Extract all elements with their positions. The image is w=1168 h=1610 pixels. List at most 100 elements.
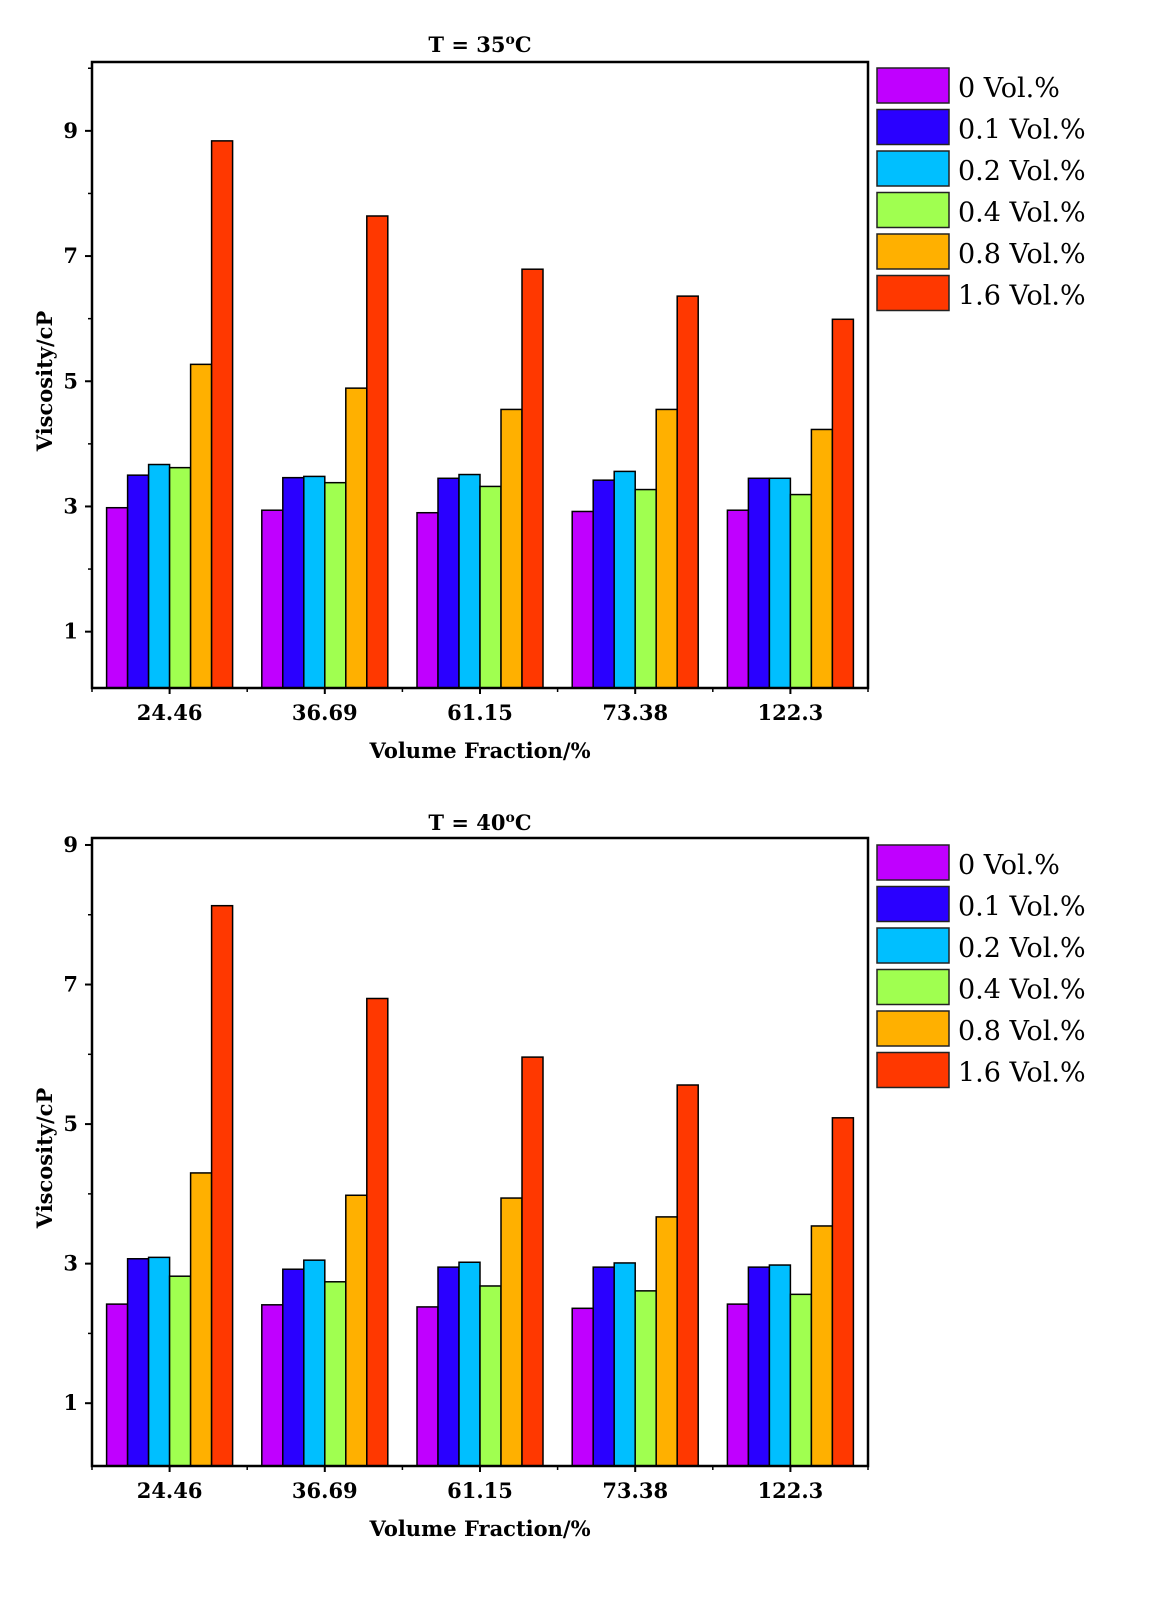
- bar-0-1-vol-122-3: [747, 1266, 771, 1467]
- plot-frame: [90, 60, 870, 690]
- bar-0-1-vol-36-69: [282, 1268, 305, 1467]
- legend-swatch: [876, 108, 950, 146]
- bar-0-vol-36-69: [261, 509, 284, 689]
- legend-swatch: [876, 885, 950, 923]
- y-tick-label: 7: [63, 243, 78, 268]
- bar-0-vol-61-15: [416, 511, 439, 689]
- bar-0-1-vol-73-38: [592, 479, 615, 689]
- chart-title: T = 40oC: [428, 810, 531, 835]
- bar-1-6-vol-73-38: [676, 295, 699, 689]
- bar-1-6-vol-61-15: [521, 268, 544, 689]
- y-tick-label: 3: [63, 1251, 78, 1276]
- bar-0-vol-122-3: [726, 1303, 750, 1467]
- x-tick-label: 24.46: [137, 700, 203, 725]
- bar-0-2-vol-36-69: [303, 475, 326, 689]
- bar-0-4-vol-24-46: [168, 466, 192, 689]
- bar-0-vol-122-3: [726, 509, 750, 689]
- bar-0-4-vol-24-46: [168, 1275, 192, 1467]
- bar-0-4-vol-61-15: [479, 1285, 502, 1467]
- bar-0-8-vol-24-46: [189, 1172, 213, 1467]
- bar-0-vol-73-38: [571, 510, 594, 689]
- x-tick-label: 122.3: [758, 1478, 824, 1503]
- legend-swatch: [876, 233, 950, 270]
- bar-0-1-vol-122-3: [747, 477, 771, 689]
- bar-0-4-vol-122-3: [789, 493, 813, 689]
- bar-1-6-vol-122-3: [831, 1117, 855, 1467]
- legend-label: 0.1 Vol.%: [958, 115, 1086, 146]
- bar-0-4-vol-73-38: [634, 488, 657, 689]
- bar-0-8-vol-61-15: [500, 408, 523, 689]
- legend-swatch: [876, 67, 950, 104]
- bar-1-6-vol-24-46: [210, 140, 234, 689]
- bar-1-6-vol-61-15: [521, 1056, 544, 1467]
- bar-1-6-vol-36-69: [366, 215, 389, 689]
- bar-0-2-vol-73-38: [613, 470, 636, 689]
- bar-0-2-vol-122-3: [768, 1264, 792, 1467]
- bar-0-8-vol-61-15: [500, 1197, 523, 1467]
- bar-0-8-vol-36-69: [345, 387, 368, 689]
- chart-35c: T = 35oC 24.46 36.69 61.15 73.38 122.3 1 3 5 7 9 Vo…: [32, 32, 1086, 763]
- bar-1-6-vol-73-38: [676, 1084, 699, 1467]
- legend-label: 0.2 Vol.%: [958, 156, 1086, 187]
- legend-swatch: [876, 1051, 950, 1089]
- bar-0-4-vol-36-69: [324, 1281, 347, 1467]
- y-tick-label: 1: [63, 1390, 78, 1415]
- y-tick-label: 9: [63, 832, 78, 857]
- bar-0-1-vol-36-69: [282, 476, 305, 689]
- bar-0-2-vol-61-15: [458, 1261, 481, 1467]
- bar-0-2-vol-122-3: [768, 477, 792, 689]
- x-tick-label: 73.38: [602, 700, 668, 725]
- bar-0-vol-61-15: [416, 1306, 439, 1467]
- x-tick-label: 122.3: [758, 700, 824, 725]
- bar-0-2-vol-24-46: [147, 463, 171, 689]
- bar-0-8-vol-73-38: [655, 1216, 678, 1467]
- bar-0-4-vol-61-15: [479, 485, 502, 689]
- x-tick-label: 36.69: [292, 700, 358, 725]
- legend-label: 0.4 Vol.%: [958, 975, 1086, 1006]
- bar-0-8-vol-122-3: [810, 428, 834, 689]
- bar-0-1-vol-61-15: [437, 477, 460, 689]
- bar-0-4-vol-122-3: [789, 1293, 813, 1467]
- y-tick-label: 3: [63, 493, 78, 518]
- bar-0-2-vol-61-15: [458, 473, 481, 689]
- x-tick-label: 61.15: [447, 700, 513, 725]
- bar-1-6-vol-24-46: [210, 904, 234, 1467]
- bar-0-2-vol-24-46: [147, 1256, 171, 1467]
- bar-0-1-vol-61-15: [437, 1266, 460, 1467]
- legend-swatch: [876, 274, 950, 312]
- bar-0-4-vol-73-38: [634, 1290, 657, 1467]
- legend-swatch: [876, 150, 950, 187]
- y-tick-label: 7: [63, 972, 78, 997]
- legend-swatch: [876, 927, 950, 964]
- bar-0-vol-24-46: [105, 506, 129, 689]
- x-tick-label: 61.15: [447, 1478, 513, 1503]
- y-tick-label: 5: [63, 368, 78, 393]
- bar-0-vol-36-69: [261, 1304, 284, 1467]
- bar-0-1-vol-73-38: [592, 1266, 615, 1467]
- chart-40c: T = 40oC 24.46 36.69 61.15 73.38 122.3 1 3 5 7 9 Vo…: [32, 810, 1086, 1541]
- bar-1-6-vol-122-3: [831, 318, 855, 689]
- legend-swatch: [876, 1010, 950, 1047]
- legend-label: 0.1 Vol.%: [958, 892, 1086, 923]
- legend-swatch: [876, 844, 950, 881]
- legend-label: 0.8 Vol.%: [958, 239, 1086, 270]
- bar-0-8-vol-36-69: [345, 1194, 368, 1467]
- x-tick-label: 24.46: [137, 1478, 203, 1503]
- y-tick-label: 9: [63, 118, 78, 143]
- bar-0-8-vol-24-46: [189, 363, 213, 689]
- x-axis-label: Volume Fraction/%: [368, 738, 590, 763]
- x-axis-label: Volume Fraction/%: [368, 1516, 590, 1541]
- bar-0-8-vol-73-38: [655, 408, 678, 689]
- bar-0-1-vol-24-46: [126, 474, 150, 689]
- legend-label: 0.4 Vol.%: [958, 198, 1086, 229]
- bar-1-6-vol-36-69: [366, 997, 389, 1467]
- legend-label: 0.2 Vol.%: [958, 933, 1086, 964]
- bar-0-4-vol-36-69: [324, 481, 347, 689]
- y-axis-label: Viscosity/cP: [32, 311, 57, 453]
- legend-label: 0.8 Vol.%: [958, 1016, 1086, 1047]
- y-axis-label: Viscosity/cP: [32, 1088, 57, 1230]
- legend-label: 1.6 Vol.%: [958, 1058, 1086, 1089]
- legend-label: 0 Vol.%: [958, 73, 1060, 104]
- bar-0-2-vol-73-38: [613, 1262, 636, 1467]
